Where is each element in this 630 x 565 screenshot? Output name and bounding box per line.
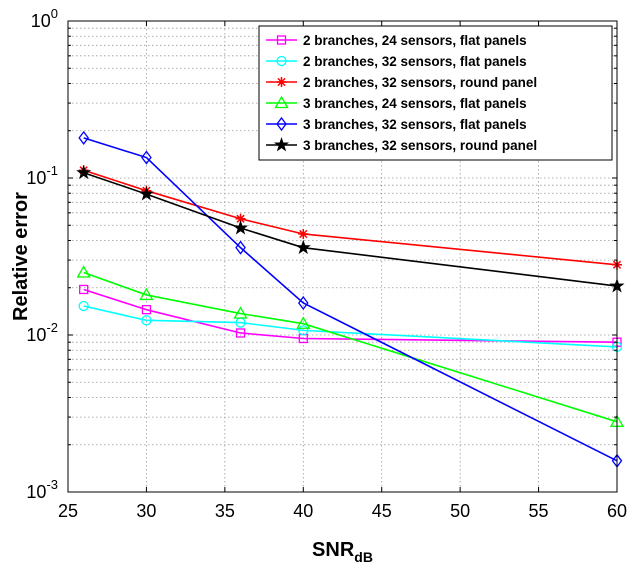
x-tick-label: 60 — [607, 501, 627, 521]
legend-swatch-marker — [276, 116, 287, 132]
legend-entry: 2 branches, 32 sensors, round panel — [266, 75, 537, 90]
x-axis-label-main: SNR — [312, 539, 355, 561]
data-point-square — [141, 305, 152, 315]
series-6 — [76, 164, 625, 293]
legend-swatch-marker — [276, 55, 287, 67]
data-point-diamond — [297, 295, 309, 311]
series-line — [83, 288, 618, 343]
y-tick-label-exponent: 0 — [51, 6, 58, 21]
y-tick-label-base: 10 — [31, 11, 51, 31]
data-point-star — [295, 239, 311, 255]
data-point-asterisk — [235, 213, 246, 224]
legend-swatch-marker — [273, 137, 290, 152]
x-tick-label: 55 — [529, 501, 549, 521]
data-point-diamond — [78, 130, 89, 146]
series-line — [83, 137, 618, 462]
series-line — [83, 305, 618, 348]
legend-swatch-marker — [276, 35, 287, 45]
data-point-diamond — [235, 240, 246, 255]
legend-label: 3 branches, 32 sensors, round panel — [303, 138, 537, 153]
data-point-star — [233, 220, 249, 235]
x-axis-label: SNRdB — [312, 539, 373, 565]
data-point-asterisk — [298, 228, 309, 239]
legend-label: 2 branches, 32 sensors, round panel — [303, 75, 537, 90]
legend-label: 3 branches, 24 sensors, flat panels — [303, 96, 527, 111]
data-point-triangle — [233, 306, 248, 319]
data-point-star — [76, 164, 92, 180]
legend: 2 branches, 24 sensors, flat panels 2 bra… — [258, 25, 613, 161]
x-tick-label: 50 — [450, 501, 470, 521]
y-tick-label-exponent: -2 — [46, 320, 58, 335]
x-tick-label: 30 — [136, 501, 156, 521]
y-tick-label-exponent: -3 — [46, 477, 58, 492]
data-point-triangle — [139, 287, 154, 301]
y-tick-label-base: 10 — [26, 482, 46, 502]
data-point-star — [138, 186, 154, 201]
data-point-square — [235, 328, 246, 338]
x-tick-label: 35 — [215, 501, 235, 521]
legend-entry: 2 branches, 24 sensors, flat panels — [266, 33, 527, 48]
y-tick-label-base: 10 — [26, 168, 46, 188]
y-tick-label: 100 — [31, 6, 58, 31]
data-point-triangle — [76, 265, 91, 278]
x-tick-label: 25 — [58, 501, 78, 521]
legend-label: 2 branches, 32 sensors, flat panels — [303, 54, 527, 69]
y-tick-label: 10-1 — [26, 163, 58, 188]
legend-entry: 2 branches, 32 sensors, flat panels — [266, 54, 527, 69]
series-5 — [78, 130, 623, 468]
x-tick-label: 45 — [372, 501, 392, 521]
legend-entry: 3 branches, 24 sensors, flat panels — [266, 95, 527, 111]
legend-box — [258, 25, 613, 161]
legend-swatch-marker — [274, 95, 289, 109]
legend-entry: 3 branches, 32 sensors, round panel — [266, 137, 537, 153]
legend-swatch-marker — [276, 77, 287, 87]
y-tick-label-base: 10 — [26, 325, 46, 345]
data-point-circle — [141, 315, 152, 326]
ticks — [67, 20, 618, 493]
data-point-circle — [298, 325, 309, 336]
data-point-diamond — [141, 150, 152, 165]
plot-frame — [67, 20, 618, 493]
y-tick-label: 10-3 — [26, 477, 58, 502]
series-layer — [76, 130, 625, 468]
legend-label: 3 branches, 32 sensors, flat panels — [303, 117, 527, 132]
data-point-triangle — [296, 316, 311, 329]
y-axis-label: Relative error — [10, 192, 32, 321]
x-axis-label-subscript: dB — [354, 549, 373, 565]
x-tick-label: 40 — [293, 501, 313, 521]
legend-entry: 3 branches, 32 sensors, flat panels — [266, 116, 527, 132]
data-point-circle — [78, 300, 89, 312]
legend-label: 2 branches, 24 sensors, flat panels — [303, 33, 527, 48]
data-point-square — [79, 284, 89, 295]
y-tick-label-exponent: -1 — [46, 163, 58, 178]
y-tick-label: 10-2 — [26, 320, 58, 345]
